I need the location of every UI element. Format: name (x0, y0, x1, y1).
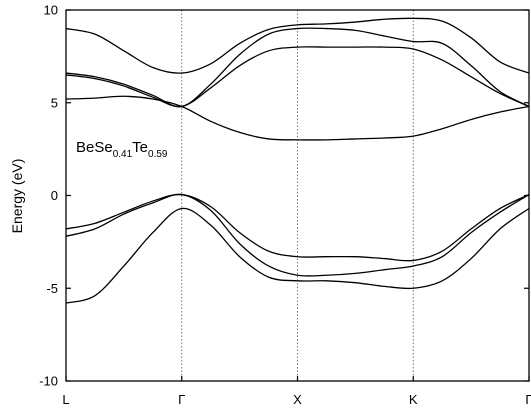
composition-annotation: BeSe0.41Te0.59 (76, 139, 168, 160)
y-tick-label-1: -5 (46, 281, 58, 296)
x-tick-label-3: K (409, 392, 418, 407)
band-7 (65, 17, 530, 74)
band-1 (65, 207, 530, 304)
annotation-base: BeSe (76, 139, 113, 156)
annotation-sub1: 0.41 (113, 149, 133, 160)
y-tick-label-3: 5 (51, 95, 58, 110)
x-tick-label-0: L (62, 392, 69, 407)
y-tick-label-0: -10 (39, 374, 58, 389)
x-tick-label-2: X (293, 392, 302, 407)
band-6 (65, 27, 530, 108)
x-tick-label-4: Γ (525, 392, 531, 407)
x-tick-label-1: Γ (178, 392, 185, 407)
band-lines (65, 17, 530, 304)
annotation-mid: Te (132, 139, 148, 156)
band-5 (65, 46, 530, 108)
y-axis-label: Energy (eV) (9, 159, 25, 234)
high-symmetry-gridlines (181, 10, 414, 381)
y-tick-label-4: 10 (44, 3, 58, 18)
band-4 (65, 95, 530, 141)
band-2 (65, 193, 530, 277)
annotation-sub2: 0.59 (148, 149, 168, 160)
band-3 (65, 193, 530, 262)
y-axis-ticks: -10 -5 0 5 10 (39, 3, 529, 389)
y-tick-label-2: 0 (51, 188, 58, 203)
